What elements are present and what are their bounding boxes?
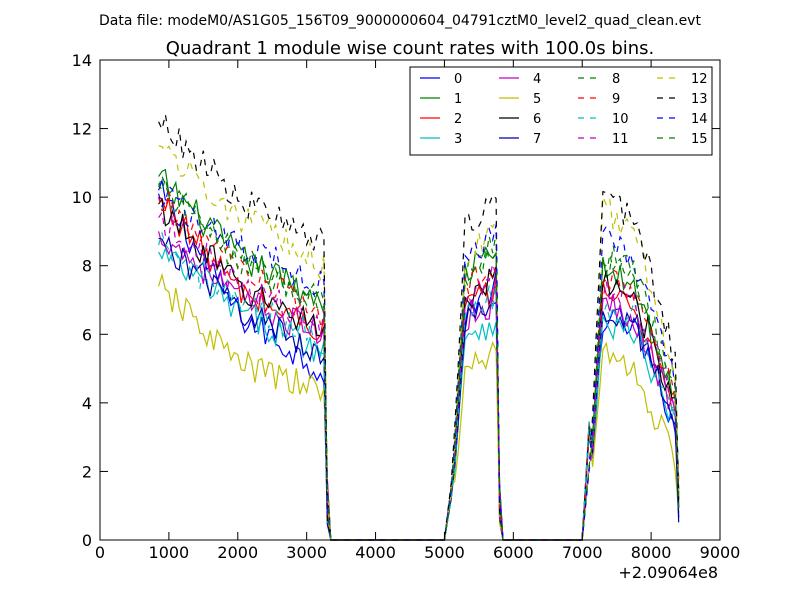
series-line-0 xyxy=(158,178,680,541)
legend-label-4: 4 xyxy=(533,72,541,87)
series-line-3 xyxy=(158,246,680,541)
legend-label-3: 3 xyxy=(454,132,462,147)
y-tick-label: 14 xyxy=(72,51,92,70)
series-line-8 xyxy=(158,178,680,541)
x-tick-label: 9000 xyxy=(700,543,741,562)
legend-label-10: 10 xyxy=(612,112,629,127)
legend-label-11: 11 xyxy=(612,132,629,147)
y-tick-label: 0 xyxy=(82,531,92,550)
x-axis: 0 1000 2000 3000 4000 5000 6000 7000 8000 9000 xyxy=(95,60,740,562)
series-line-13 xyxy=(158,114,680,541)
legend-box xyxy=(409,66,713,156)
series-line-6 xyxy=(158,197,680,541)
x-tick-label: 0 xyxy=(95,543,105,562)
legend-label-15: 15 xyxy=(691,132,708,147)
x-tick-label: 8000 xyxy=(631,543,672,562)
y-tick-label: 2 xyxy=(82,462,92,481)
legend-label-12: 12 xyxy=(691,72,708,87)
series-line-5 xyxy=(158,272,680,541)
y-tick-label: 8 xyxy=(82,257,92,276)
x-tick-label: 6000 xyxy=(493,543,534,562)
series-line-1 xyxy=(158,168,680,541)
x-tick-label: 4000 xyxy=(355,543,396,562)
legend-label-7: 7 xyxy=(533,132,541,147)
series-line-11 xyxy=(158,210,680,541)
chart-title: Quadrant 1 module wise count rates with … xyxy=(166,38,655,59)
x-offset-label: +2.09064e8 xyxy=(618,563,718,582)
x-tick-label: 2000 xyxy=(217,543,258,562)
legend-label-2: 2 xyxy=(454,112,462,127)
legend-label-6: 6 xyxy=(533,112,541,127)
legend-label-14: 14 xyxy=(691,112,708,127)
plot-lines xyxy=(158,114,680,541)
series-line-7 xyxy=(158,235,680,541)
x-tick-label: 1000 xyxy=(149,543,190,562)
y-tick-label: 4 xyxy=(82,394,92,413)
x-tick-label: 3000 xyxy=(286,543,327,562)
legend-label-0: 0 xyxy=(454,72,462,87)
series-line-12 xyxy=(158,145,680,541)
legend-label-1: 1 xyxy=(454,92,462,107)
legend-label-9: 9 xyxy=(612,92,620,107)
axes-frame xyxy=(99,59,721,541)
legend-label-8: 8 xyxy=(612,72,620,87)
series-line-10 xyxy=(158,231,680,541)
y-tick-label: 6 xyxy=(82,325,92,344)
y-tick-label: 10 xyxy=(72,188,92,207)
legend-label-5: 5 xyxy=(533,92,541,107)
x-tick-label: 7000 xyxy=(562,543,603,562)
suptitle: Data file: modeM0/AS1G05_156T09_90000006… xyxy=(99,13,701,29)
series-line-14 xyxy=(158,184,680,541)
legend-label-13: 13 xyxy=(691,92,708,107)
x-tick-label: 5000 xyxy=(424,543,465,562)
series-line-15 xyxy=(158,174,680,541)
y-tick-label: 12 xyxy=(72,120,92,139)
